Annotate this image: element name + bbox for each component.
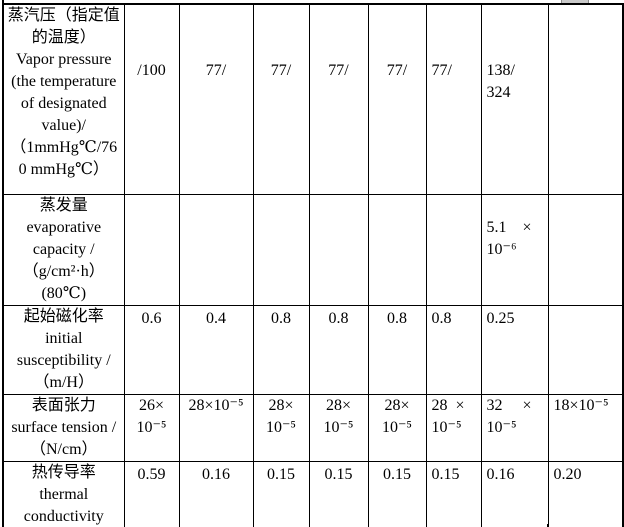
value-cell	[425, 193, 482, 306]
value-cell: 0.8	[425, 304, 482, 395]
table-row: 蒸发量 evaporative capacity / （g/cm²·h） (80…	[2, 193, 624, 306]
value-cell	[547, 3, 624, 195]
table-gridline-stub	[2, 524, 4, 527]
value-cell	[367, 193, 427, 306]
table-row: 起始磁化率 initial susceptibility / （m/H） 0.6…	[2, 304, 624, 395]
value-cell: 28 × 10⁻⁵	[425, 393, 482, 462]
value-cell	[547, 193, 624, 306]
value-cell: 138/ 324	[480, 3, 549, 195]
value-cell: 0.15	[252, 460, 310, 527]
row-label-vapor-pressure: 蒸汽压（指定值 的温度） Vapor pressure (the tempera…	[2, 3, 125, 195]
value-cell: 0.4	[178, 304, 254, 395]
value-cell: 0.8	[252, 304, 310, 395]
value-cell: 32 × 10⁻⁵	[480, 393, 549, 462]
value-cell: 0.8	[308, 304, 369, 395]
row-label-surface-tension: 表面张力 surface tension / （N/cm）	[2, 393, 125, 462]
value-cell: 0.25	[480, 304, 549, 395]
table-row: 热传导率 thermal conductivity （W · m⁻¹k⁻¹） 0…	[2, 460, 624, 527]
value-cell: 28× 10⁻⁵	[252, 393, 310, 462]
table-row: 蒸汽压（指定值 的温度） Vapor pressure (the tempera…	[2, 3, 624, 195]
value-cell: 0.15	[308, 460, 369, 527]
value-cell: 0.8	[367, 304, 427, 395]
value-cell: 5.1 × 10⁻⁶	[480, 193, 549, 306]
value-cell: 18×10⁻⁵	[547, 393, 624, 462]
value-cell: 0.15	[367, 460, 427, 527]
value-cell: 0.15	[425, 460, 482, 527]
value-cell: 0.16	[178, 460, 254, 527]
value-cell: 77/	[178, 3, 254, 195]
row-label-evaporative-capacity: 蒸发量 evaporative capacity / （g/cm²·h） (80…	[2, 193, 125, 306]
value-cell: 28× 10⁻⁵	[308, 393, 369, 462]
value-cell	[123, 193, 180, 306]
value-cell: 28× 10⁻⁵	[367, 393, 427, 462]
value-cell: 0.6	[123, 304, 180, 395]
table-row: 表面张力 surface tension / （N/cm） 26× 10⁻⁵ 2…	[2, 393, 624, 462]
value-cell: 77/	[425, 3, 482, 195]
properties-table: 蒸汽压（指定值 的温度） Vapor pressure (the tempera…	[2, 3, 624, 527]
value-cell	[252, 193, 310, 306]
row-label-initial-susceptibility: 起始磁化率 initial susceptibility / （m/H）	[2, 304, 125, 395]
value-cell: 77/	[308, 3, 369, 195]
value-cell: 77/	[252, 3, 310, 195]
value-cell: 0.59	[123, 460, 180, 527]
table-border-tick-artifact	[2, 0, 4, 5]
value-cell: /100	[123, 3, 180, 195]
value-cell: 28×10⁻⁵	[178, 393, 254, 462]
row-label-thermal-conductivity: 热传导率 thermal conductivity （W · m⁻¹k⁻¹）	[2, 460, 125, 527]
value-cell: 0.20	[547, 460, 624, 527]
value-cell	[308, 193, 369, 306]
value-cell: 26× 10⁻⁵	[123, 393, 180, 462]
table-gridline-stub	[547, 524, 549, 527]
value-cell	[178, 193, 254, 306]
value-cell: 0.16	[480, 460, 549, 527]
value-cell: 77/	[367, 3, 427, 195]
value-cell	[547, 304, 624, 395]
